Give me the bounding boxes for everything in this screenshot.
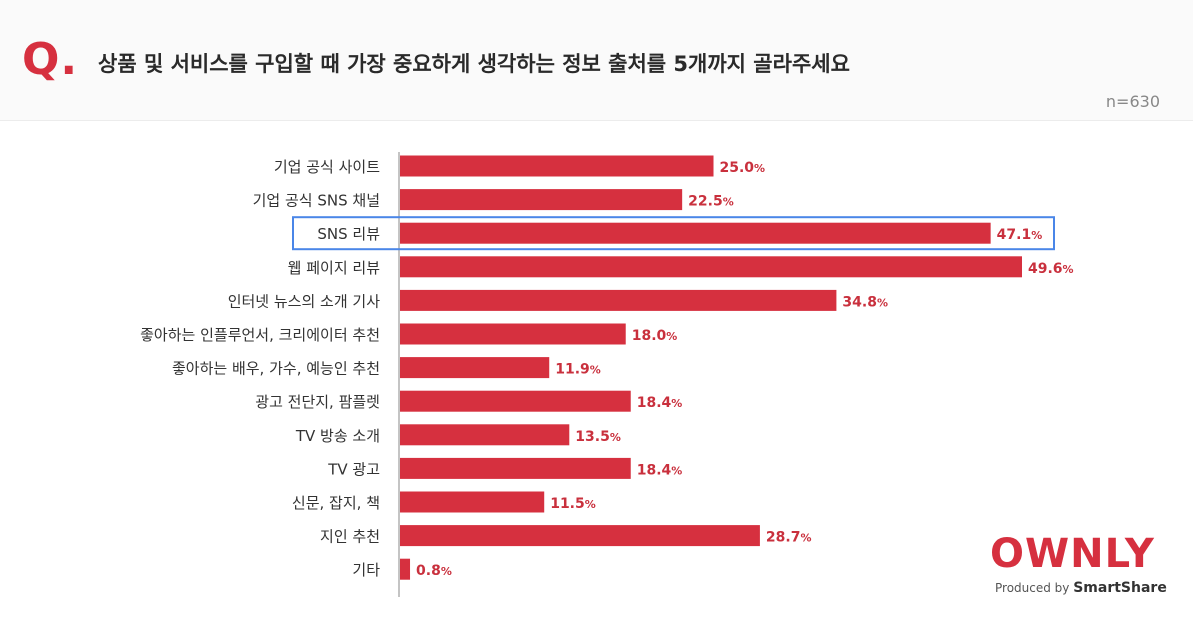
horizontal-bar-chart: 기업 공식 사이트 25.0% 기업 공식 SNS 채널 22.5% SNS 리뷰 47.… [140,152,1074,597]
bar [400,357,550,379]
produced-by-text: Produced by [995,581,1070,595]
value-label: 18.4% [637,395,683,411]
bar [400,323,626,345]
value-label: 28.7% [766,530,812,546]
value-label: 25.0% [720,160,766,176]
category-label: 신문, 잡지, 책 [292,494,380,512]
highlight-box [292,216,1055,251]
bar [400,424,570,446]
value-label: 22.5% [688,194,734,210]
value-label: 34.8% [842,294,888,310]
category-label: 광고 전단지, 팜플렛 [255,393,380,411]
bar [400,256,1022,278]
category-label: 좋아하는 배우, 가수, 예능인 추천 [172,360,380,378]
bar [400,491,545,513]
question-mark-logo: Q. [22,34,79,85]
category-label: TV 방송 소개 [295,427,380,445]
ownly-logo: OWNLY Produced by SmartShare [988,532,1168,602]
value-label: 49.6% [1028,261,1074,277]
smartshare-brand: SmartShare [1073,580,1167,596]
bar [400,289,837,311]
value-label: 11.5% [550,496,596,512]
category-label: TV 광고 [327,460,380,478]
bar [400,525,760,547]
ownly-wordmark: OWNLY [990,531,1155,577]
category-label: 지인 추천 [320,528,380,546]
bar [400,457,631,479]
category-label: 웹 페이지 리뷰 [288,259,381,277]
category-label: 기업 공식 사이트 [274,158,380,176]
category-label: 인터넷 뉴스의 소개 기사 [228,292,381,310]
value-label: 0.8% [416,563,452,579]
produced-by-caption: Produced by SmartShare [995,580,1167,596]
chart-header: Q. 상품 및 서비스를 구입할 때 가장 중요하게 생각하는 정보 출처를 5… [0,0,1193,121]
value-label: 47.1% [997,227,1043,243]
bar [400,222,991,244]
value-label: 13.5% [575,429,621,445]
value-label: 18.4% [637,462,683,478]
bar [400,390,631,412]
value-label: 11.9% [555,362,601,378]
bar [400,155,714,177]
question-title: 상품 및 서비스를 구입할 때 가장 중요하게 생각하는 정보 출처를 5개까지… [98,52,850,76]
category-label: 좋아하는 인플루언서, 크리에이터 추천 [140,326,380,344]
bar [400,558,411,580]
category-label: 기업 공식 SNS 채널 [253,192,380,210]
value-label: 18.0% [632,328,678,344]
sample-size-label: n=630 [1105,92,1160,111]
category-label: SNS 리뷰 [317,225,380,243]
bar [400,189,683,211]
category-label: 기타 [352,561,380,579]
